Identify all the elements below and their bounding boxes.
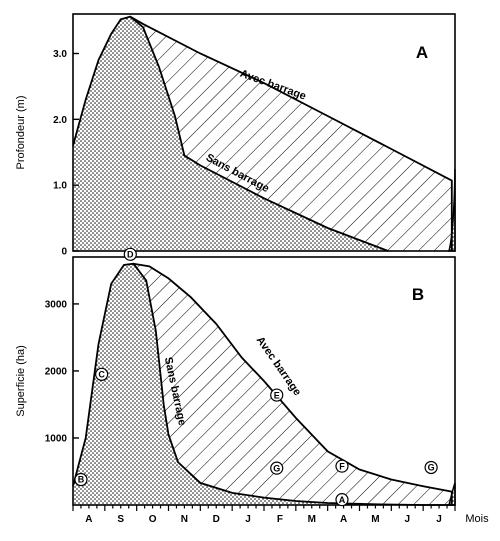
panel-b-sans-barrage-line xyxy=(72,262,455,506)
marker-C: C xyxy=(95,367,109,381)
month-label: F xyxy=(277,514,283,525)
y-tick-label: 3000 xyxy=(45,299,68,310)
y-tick-label: 0 xyxy=(61,247,67,258)
marker-E: E xyxy=(270,388,284,402)
panel-a: 01.02.03.0 Profondeur (m) A Avec barrage… xyxy=(15,13,456,258)
y-tick-label: 2.0 xyxy=(53,115,67,126)
panel-a-y-axis-label: Profondeur (m) xyxy=(15,96,27,170)
month-label: J xyxy=(404,514,410,525)
panel-a-y-ticks: 0 1.0 2.0 3.0 xyxy=(53,49,79,258)
svg-text:A: A xyxy=(339,495,346,505)
panel-b-y-axis-label: Superficie (ha) xyxy=(15,345,27,417)
panel-a-frame xyxy=(72,13,456,252)
month-label: O xyxy=(149,514,157,525)
marker-F: F xyxy=(335,459,349,473)
month-label: J xyxy=(436,514,442,525)
y-tick-label: 2000 xyxy=(45,366,68,377)
panel-b-sans-barrage-area xyxy=(73,263,455,505)
svg-text:E: E xyxy=(274,390,280,400)
month-label: D xyxy=(213,514,220,525)
svg-text:F: F xyxy=(339,461,345,471)
panel-b: 1000 2000 3000 A S O N D J F M A M J J D C B E G F A G Super… xyxy=(15,247,489,525)
panel-a-avec-barrage-line xyxy=(129,15,453,251)
panel-a-sans-barrage-line xyxy=(72,15,389,252)
panel-b-letter: B xyxy=(412,285,424,304)
month-label: A xyxy=(85,514,92,525)
month-label: S xyxy=(117,514,124,525)
panel-a-avec-barrage-area xyxy=(130,16,452,251)
panel-b-markers: D C B E G F A G xyxy=(74,247,438,507)
svg-text:G: G xyxy=(273,463,280,473)
month-label: M xyxy=(371,514,379,525)
panel-b-y-ticks: 1000 2000 3000 xyxy=(45,299,79,444)
svg-text:C: C xyxy=(98,369,105,379)
svg-text:G: G xyxy=(428,463,435,473)
marker-G: G xyxy=(270,461,284,475)
panel-a-sans-barrage-area xyxy=(73,16,389,251)
svg-text:D: D xyxy=(127,250,134,260)
y-tick-label: 1000 xyxy=(45,433,68,444)
marker-A: A xyxy=(335,493,349,507)
marker-G: G xyxy=(424,460,438,475)
y-tick-label: 1.0 xyxy=(53,181,67,192)
month-label: M xyxy=(308,514,316,525)
month-label: J xyxy=(245,514,251,525)
panel-a-letter: A xyxy=(416,43,428,62)
x-axis-label: Mois xyxy=(465,513,489,525)
y-tick-label: 3.0 xyxy=(53,49,67,60)
panel-b-avec-barrage-area xyxy=(133,263,455,505)
marker-D: D xyxy=(123,247,137,261)
month-label: A xyxy=(340,514,347,525)
marker-B: B xyxy=(74,472,88,487)
svg-text:B: B xyxy=(78,475,85,485)
month-label: N xyxy=(181,514,188,525)
